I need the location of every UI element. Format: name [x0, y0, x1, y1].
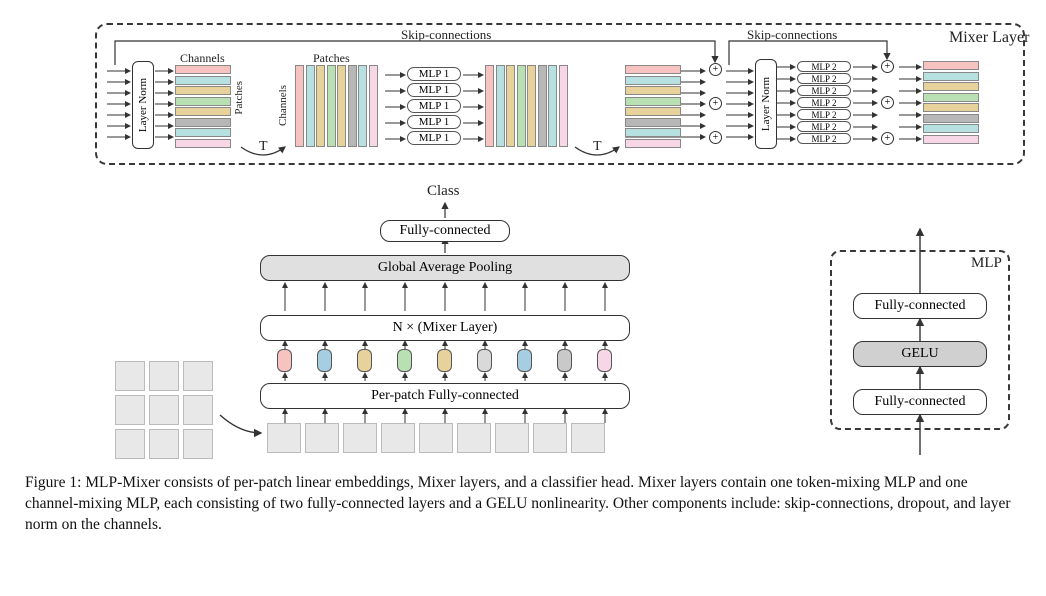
mlp-gelu: GELU: [853, 341, 987, 367]
mlp-detail-title: MLP: [971, 255, 1002, 272]
figure-caption: Figure 1: MLP-Mixer consists of per-patc…: [15, 473, 1031, 536]
embedding-token: [397, 349, 412, 372]
mixer-block: N × (Mixer Layer): [260, 315, 630, 341]
patch-sequence-row: [267, 423, 605, 453]
mlp1-block: MLP 1: [407, 115, 461, 129]
gap-block: Global Average Pooling: [260, 255, 630, 281]
skip-merge-1b: +: [709, 97, 722, 110]
layer-norm-1-label: Layer Norm: [137, 78, 149, 132]
embedding-token: [597, 349, 612, 372]
patch-col-block-1: [295, 65, 378, 147]
embedding-token: [477, 349, 492, 372]
mlp2-block: MLP 2: [797, 85, 851, 96]
embedding-token: [437, 349, 452, 372]
patches-label-1: Patches: [233, 81, 245, 115]
input-patch-grid: [115, 361, 213, 459]
mlp2-block: MLP 2: [797, 133, 851, 144]
mlp2-block: MLP 2: [797, 61, 851, 72]
skip-label-1: Skip-connections: [401, 27, 491, 43]
layer-norm-2-label: Layer Norm: [760, 77, 772, 131]
embedding-token: [557, 349, 572, 372]
patches-label-2: Patches: [313, 51, 350, 66]
mlp2-block: MLP 2: [797, 121, 851, 132]
channel-row-block-2: [625, 65, 681, 148]
skip-merge-2c: +: [881, 132, 894, 145]
mlp-fc-2-label: Fully-connected: [875, 394, 966, 410]
embedding-token: [277, 349, 292, 372]
mlp1-block: MLP 1: [407, 99, 461, 113]
gap-label: Global Average Pooling: [378, 260, 512, 276]
fc-head: Fully-connected: [380, 220, 510, 242]
mlp1-block: MLP 1: [407, 131, 461, 145]
skip-merge-2b: +: [881, 96, 894, 109]
mlp2-block: MLP 2: [797, 97, 851, 108]
perpatch-label: Per-patch Fully-connected: [371, 388, 519, 404]
embedding-token: [357, 349, 372, 372]
patch-col-block-2: [485, 65, 568, 147]
channels-label-1: Channels: [180, 51, 225, 66]
mlp-fc-1-label: Fully-connected: [875, 298, 966, 314]
mixer-layer-title: Mixer Layer: [949, 29, 1029, 47]
mlp-fc-1: Fully-connected: [853, 293, 987, 319]
fc-head-label: Fully-connected: [400, 223, 491, 239]
mlp-gelu-label: GELU: [901, 346, 938, 362]
layer-norm-1: Layer Norm: [132, 61, 154, 149]
channels-label-2: Channels: [277, 85, 289, 126]
channel-row-block-1: [175, 65, 231, 148]
mixer-label: N × (Mixer Layer): [393, 320, 498, 336]
class-label: Class: [427, 183, 460, 200]
perpatch-block: Per-patch Fully-connected: [260, 383, 630, 409]
skip-merge-1c: +: [709, 131, 722, 144]
mlp2-block: MLP 2: [797, 73, 851, 84]
skip-merge-1: +: [709, 63, 722, 76]
channel-row-block-out: [923, 61, 979, 144]
embedding-token: [517, 349, 532, 372]
embedding-token: [317, 349, 332, 372]
architecture-diagram: Mixer Layer Skip-connections Skip-connec…: [15, 15, 1031, 465]
layer-norm-2: Layer Norm: [755, 59, 777, 149]
mlp-fc-2: Fully-connected: [853, 389, 987, 415]
transpose-1: T: [259, 139, 268, 155]
skip-merge-2: +: [881, 60, 894, 73]
mlp1-block: MLP 1: [407, 83, 461, 97]
skip-label-2: Skip-connections: [747, 27, 837, 43]
transpose-2: T: [593, 139, 602, 155]
mlp1-block: MLP 1: [407, 67, 461, 81]
mlp2-block: MLP 2: [797, 109, 851, 120]
